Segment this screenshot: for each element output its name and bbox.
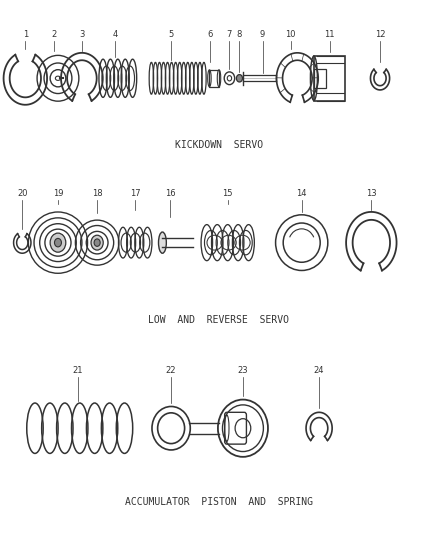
Text: 12: 12 — [375, 29, 385, 38]
Text: 18: 18 — [92, 189, 102, 198]
Text: 13: 13 — [366, 189, 377, 198]
Text: 15: 15 — [223, 189, 233, 198]
Bar — [314, 69, 326, 88]
Text: 1: 1 — [23, 29, 28, 38]
Text: 14: 14 — [297, 189, 307, 198]
Text: ACCUMULATOR  PISTON  AND  SPRING: ACCUMULATOR PISTON AND SPRING — [125, 497, 313, 507]
Text: 8: 8 — [237, 29, 242, 38]
Text: KICKDOWN  SERVO: KICKDOWN SERVO — [175, 140, 263, 150]
Bar — [209, 70, 219, 87]
Text: 6: 6 — [208, 29, 213, 38]
Text: 20: 20 — [17, 189, 28, 198]
Ellipse shape — [159, 232, 166, 253]
Text: 22: 22 — [166, 366, 177, 375]
Text: 5: 5 — [169, 29, 174, 38]
Text: 9: 9 — [260, 29, 265, 38]
Text: 16: 16 — [165, 189, 176, 198]
Text: 21: 21 — [72, 366, 83, 375]
Text: LOW  AND  REVERSE  SERVO: LOW AND REVERSE SERVO — [148, 314, 290, 325]
Circle shape — [54, 238, 61, 247]
Text: 17: 17 — [130, 189, 140, 198]
Text: 3: 3 — [79, 29, 85, 38]
Circle shape — [50, 233, 66, 252]
Circle shape — [94, 239, 100, 246]
Text: 11: 11 — [324, 29, 335, 38]
Circle shape — [237, 75, 243, 82]
Circle shape — [91, 235, 103, 250]
Text: 24: 24 — [314, 366, 325, 375]
Text: 10: 10 — [286, 29, 296, 38]
Text: 19: 19 — [53, 189, 63, 198]
Text: 23: 23 — [238, 366, 248, 375]
Text: 2: 2 — [51, 29, 56, 38]
Text: 7: 7 — [227, 29, 232, 38]
Text: 4: 4 — [113, 29, 118, 38]
